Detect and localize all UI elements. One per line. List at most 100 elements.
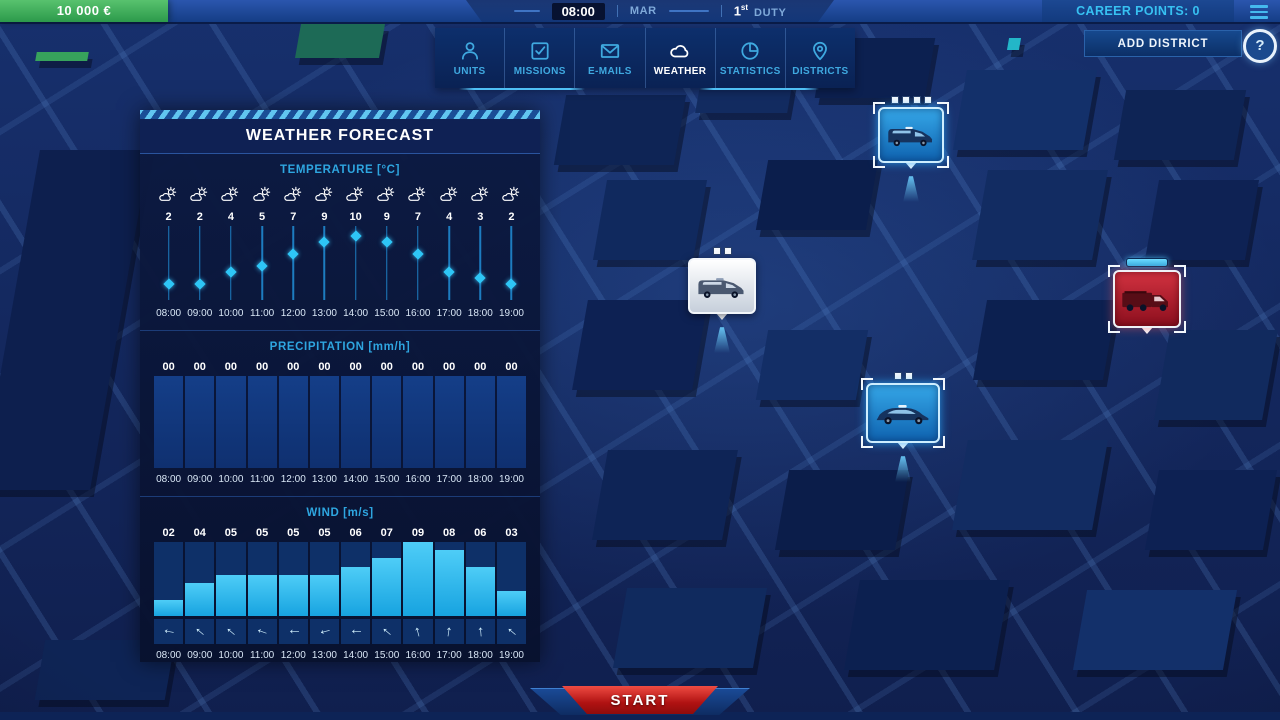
marker-pointer: [1141, 327, 1153, 340]
wind-value: 03: [505, 526, 518, 539]
precipitation-value: 00: [224, 360, 238, 373]
money-display: 10 000 €: [0, 0, 168, 22]
map-marker-ambulance-1[interactable]: [873, 96, 949, 202]
wind-direction-arrow: ↑: [412, 622, 424, 641]
time-label: 13:00: [311, 308, 337, 319]
time-label: 17:00: [436, 308, 462, 319]
precipitation-column: [247, 376, 277, 468]
map-building-block: [844, 580, 1010, 670]
add-district-button[interactable]: ADD DISTRICT: [1084, 30, 1242, 57]
temperature-point: [435, 224, 464, 302]
precipitation-value: 00: [318, 360, 331, 373]
marker-light-beam: [903, 176, 919, 202]
wind-bar: [465, 542, 495, 616]
duty-day-label: 1st DUTY: [733, 3, 787, 19]
sun-cloud-icon: [315, 186, 333, 201]
map-marker-police-1[interactable]: [861, 372, 945, 482]
wind-direction-cell: ↑: [372, 619, 402, 644]
map-building-block: [592, 450, 738, 540]
tab-units[interactable]: UNITS: [435, 28, 504, 88]
map-building-block: [774, 470, 910, 550]
unit-progress-bar: [1126, 258, 1168, 267]
start-button-area: START: [530, 686, 750, 715]
temperature-value: 9: [383, 210, 390, 223]
precipitation-section: PRECIPITATION [mm/h] 00 00 00 00 00 00 00 00 00 0…: [140, 330, 540, 496]
time-label: 14:00: [343, 650, 369, 661]
clock-cluster: 08:00 MAR 1st DUTY: [452, 0, 848, 22]
units-icon: [461, 41, 478, 60]
map-building-block: [1144, 470, 1278, 550]
precipitation-title: PRECIPITATION [mm/h]: [269, 341, 411, 353]
time-label: 09:00: [187, 650, 213, 661]
tab-statistics[interactable]: STATISTICS: [714, 28, 785, 88]
tab-emails[interactable]: E-MAILS: [574, 28, 644, 88]
time-label: 12:00: [280, 474, 306, 485]
start-button[interactable]: START: [562, 686, 718, 714]
time-label: 10:00: [218, 474, 244, 485]
time-label: 13:00: [311, 474, 337, 485]
temperature-point: [497, 224, 526, 302]
career-points: CAREER POINTS: 0: [1042, 0, 1234, 22]
weather-condition-cell: [341, 182, 370, 206]
panel-title: WEATHER FORECAST: [140, 119, 540, 154]
wind-value: 09: [411, 526, 425, 539]
map-building-block: [1113, 90, 1247, 160]
wind-direction-cell: ↑: [341, 619, 371, 644]
wind-direction-arrow: ↑: [284, 627, 302, 636]
wind-direction-arrow: ↑: [475, 622, 485, 641]
temperature-value: 3: [477, 210, 484, 223]
menu-icon[interactable]: [1250, 5, 1268, 19]
tab-weather[interactable]: WEATHER: [644, 28, 715, 88]
precipitation-column: [309, 376, 340, 468]
sun-cloud-icon: [408, 186, 426, 201]
map-marker-fire-1[interactable]: [1108, 258, 1186, 340]
marker-light-beam: [714, 327, 730, 353]
sun-cloud-icon: [377, 186, 395, 201]
wind-section: WIND [m/s] 02 04 05 05 05 05 06 07 09 08 06 03 ↑ ↑ ↑ ↑…: [140, 496, 540, 672]
precipitation-column: [154, 376, 184, 468]
wind-bar: [496, 542, 527, 616]
precipitation-column: [341, 376, 371, 468]
sun-cloud-icon: [252, 186, 270, 201]
map-building-block: [972, 170, 1108, 260]
weather-condition-cell: [310, 182, 339, 206]
map-building-block: [972, 300, 1118, 380]
districts-icon: [813, 41, 828, 60]
divider: [721, 5, 722, 17]
precipitation-value: 00: [474, 360, 487, 373]
wind-values-row: 02 04 05 05 05 05 06 07 09 08 06 03: [140, 525, 540, 540]
wind-value: 05: [287, 526, 300, 539]
weather-condition-cell: [466, 182, 495, 206]
map-building-block: [35, 52, 89, 61]
marker-pointer: [897, 442, 909, 455]
police-car-icon: [876, 405, 929, 425]
tab-missions[interactable]: MISSIONS: [504, 28, 574, 88]
time-label: 18:00: [467, 650, 493, 661]
precipitation-value: 00: [162, 360, 175, 373]
precipitation-value: 00: [380, 360, 393, 373]
wind-bar: [434, 542, 464, 616]
help-button[interactable]: ?: [1243, 29, 1277, 63]
bottom-bar: [0, 712, 1280, 720]
temperature-value: 7: [414, 210, 422, 223]
tab-districts[interactable]: DISTRICTS: [784, 28, 855, 88]
temperature-chart: [140, 224, 540, 302]
emails-icon: [600, 43, 620, 58]
ambulance-icon: [698, 277, 745, 298]
precipitation-column: [496, 376, 527, 468]
time-label: 12:00: [280, 650, 306, 661]
time-label: 10:00: [218, 650, 244, 661]
precipitation-column: [372, 376, 402, 468]
time-label: 14:00: [343, 308, 369, 319]
map-building-block: [553, 95, 687, 165]
weather-condition-cell: [248, 182, 277, 206]
wind-value: 06: [474, 526, 487, 539]
map-marker-ambulance-2[interactable]: [688, 247, 756, 353]
time-label: 17:00: [436, 474, 462, 485]
temperature-icons-row: [140, 182, 540, 206]
map-building-block: [295, 24, 385, 58]
temperature-times-row: 08:00 09:00 10:00 11:00 12:00 13:00 14:00 15:00…: [140, 306, 540, 321]
wind-bar: [154, 542, 184, 616]
unit-indicator-squares: [890, 96, 932, 104]
map-building-block: [755, 330, 869, 400]
